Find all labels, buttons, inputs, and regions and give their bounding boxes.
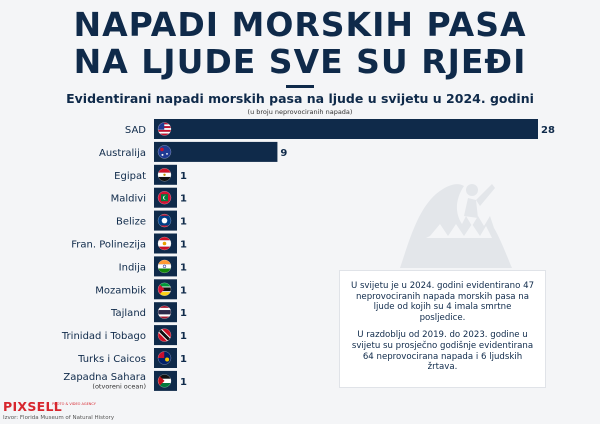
bar bbox=[154, 119, 538, 139]
info-paragraph-2: U razdoblju od 2019. do 2023. godine u s… bbox=[351, 330, 534, 373]
bar-group: Maldivi 1 bbox=[111, 187, 187, 208]
headline-line-2: NA LJUDE SVE SU RJEĐI bbox=[73, 42, 527, 81]
bar-group: Indija 1 bbox=[119, 256, 187, 277]
shark-attack-icon bbox=[400, 184, 512, 268]
bar bbox=[154, 141, 278, 162]
bar-group: Trinidad i Tobago 1 bbox=[61, 325, 187, 346]
value-label: 1 bbox=[180, 194, 187, 205]
flag-india-icon bbox=[157, 259, 172, 274]
flag-thailand-icon bbox=[157, 305, 172, 319]
flag-maldives-icon bbox=[157, 190, 172, 205]
value-label: 1 bbox=[180, 331, 187, 342]
value-label: 1 bbox=[180, 240, 187, 251]
category-note: (otvoreni ocean) bbox=[92, 382, 146, 390]
value-label: 1 bbox=[180, 285, 187, 296]
category-label: Indija bbox=[119, 262, 146, 273]
bar-group: Tajland 1 bbox=[110, 302, 187, 323]
bar-group: Turks i Caicos 1 bbox=[77, 348, 187, 368]
value-label: 9 bbox=[280, 148, 287, 159]
chart-title: Evidentirani napadi morskih pasa na ljud… bbox=[66, 91, 534, 106]
brand-logo: PIXSELL bbox=[3, 399, 63, 414]
bar-group: Fran. Polinezija 1 bbox=[71, 233, 187, 254]
info-box: U svijetu je u 2024. godini evidentirano… bbox=[339, 270, 546, 388]
flag-turks-caicos-icon bbox=[157, 351, 172, 365]
value-label: 28 bbox=[541, 125, 555, 136]
value-label: 1 bbox=[180, 262, 187, 273]
category-label: Egipat bbox=[114, 171, 146, 182]
title-divider bbox=[286, 85, 314, 88]
bar-group: Zapadna Sahara(otvoreni ocean) 1 bbox=[63, 370, 187, 391]
chart-subtitle: (u broju neprovociranih napada) bbox=[247, 108, 353, 116]
category-label: Mozambik bbox=[95, 285, 146, 296]
flag-mozambique-icon bbox=[157, 282, 172, 296]
value-label: 1 bbox=[180, 308, 187, 319]
bar-group: Australija 9 bbox=[99, 141, 287, 162]
flag-egypt-icon bbox=[157, 168, 172, 182]
flag-usa-icon bbox=[157, 122, 172, 136]
category-label: Maldivi bbox=[111, 194, 146, 205]
category-label: Zapadna Sahara bbox=[63, 372, 146, 383]
category-label: Fran. Polinezija bbox=[71, 240, 146, 251]
brand-tagline: PHOTO & VIDEO AGENCY bbox=[52, 402, 96, 406]
headline: NAPADI MORSKIH PASA NA LJUDE SVE SU RJEĐ… bbox=[0, 6, 600, 80]
flag-french-polynesia-icon bbox=[157, 236, 172, 251]
source-note: Izvor: Florida Museum of Natural History bbox=[3, 415, 115, 421]
category-label: Belize bbox=[116, 217, 146, 228]
value-label: 1 bbox=[180, 171, 187, 182]
category-label: Trinidad i Tobago bbox=[61, 331, 146, 342]
value-label: 1 bbox=[180, 377, 187, 388]
category-label: SAD bbox=[125, 125, 146, 136]
value-label: 1 bbox=[180, 217, 187, 228]
flag-australia-icon bbox=[157, 145, 172, 159]
flag-belize-icon bbox=[157, 213, 172, 228]
category-label: Turks i Caicos bbox=[77, 354, 146, 365]
info-paragraph-1: U svijetu je u 2024. godini evidentirano… bbox=[350, 281, 535, 323]
category-label: Australija bbox=[99, 148, 146, 159]
bar-group: Mozambik 1 bbox=[95, 279, 187, 300]
flag-western-sahara-icon bbox=[157, 374, 172, 388]
bar-group: SAD 28 bbox=[125, 119, 555, 139]
headline-line-1: NAPADI MORSKIH PASA bbox=[73, 5, 527, 44]
category-label: Tajland bbox=[110, 308, 146, 319]
bar-group: Belize 1 bbox=[116, 210, 187, 231]
bar-group: Egipat 1 bbox=[114, 164, 187, 185]
value-label: 1 bbox=[180, 354, 187, 365]
